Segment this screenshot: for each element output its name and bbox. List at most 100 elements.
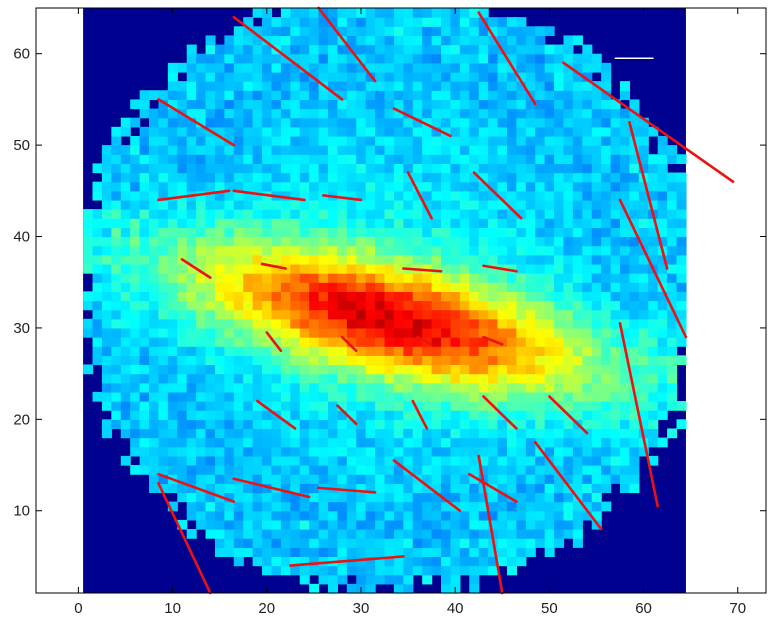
heatmap-cell — [431, 291, 442, 302]
heatmap-cell — [130, 364, 141, 375]
heatmap-cell — [629, 117, 640, 128]
heatmap-cell — [243, 355, 254, 366]
heatmap-cell — [101, 318, 112, 329]
heatmap-cell — [384, 437, 395, 448]
heatmap-cell — [516, 501, 527, 512]
heatmap-cell — [601, 446, 612, 457]
heatmap-cell — [441, 117, 452, 128]
heatmap-cell — [525, 245, 536, 256]
heatmap-cell — [356, 154, 367, 164]
heatmap-cell — [648, 355, 659, 366]
heatmap-cell — [384, 236, 395, 247]
heatmap-cell — [422, 135, 433, 146]
heatmap-cell — [290, 364, 301, 375]
heatmap-cell — [158, 382, 169, 393]
heatmap-cell — [525, 218, 536, 228]
heatmap-cell — [582, 510, 593, 521]
heatmap-cell — [544, 327, 555, 338]
heatmap-cell — [318, 401, 329, 411]
heatmap-cell — [629, 190, 640, 201]
heatmap-cell — [393, 318, 404, 329]
heatmap-cell — [610, 263, 621, 274]
heatmap-cell — [516, 492, 527, 503]
heatmap-cell — [318, 44, 329, 55]
heatmap-cell — [158, 145, 169, 155]
heatmap-cell — [167, 382, 178, 393]
heatmap-cell — [535, 227, 546, 238]
heatmap-cell — [544, 181, 555, 192]
heatmap-cell — [337, 17, 348, 27]
heatmap-cell — [638, 355, 649, 366]
heatmap-cell — [290, 273, 301, 283]
heatmap-cell — [243, 410, 254, 420]
heatmap-cell — [299, 181, 310, 192]
heatmap-cell — [356, 108, 367, 119]
heatmap-cell — [441, 391, 452, 402]
heatmap-cell — [252, 556, 263, 567]
heatmap-cell — [384, 273, 395, 283]
heatmap-cell — [252, 382, 263, 393]
heatmap-cell — [525, 300, 536, 311]
heatmap-cell — [591, 99, 602, 110]
heatmap-cell — [309, 44, 320, 55]
heatmap-cell — [346, 81, 357, 91]
heatmap-cell — [525, 346, 536, 356]
heatmap-cell — [591, 190, 602, 201]
heatmap-cell — [629, 218, 640, 228]
heatmap-cell — [497, 145, 508, 155]
heatmap-cell — [441, 154, 452, 164]
heatmap-cell — [205, 145, 216, 155]
heatmap-cell — [196, 483, 207, 494]
heatmap-cell — [356, 172, 367, 183]
heatmap-cell — [233, 428, 244, 439]
heatmap-cell — [271, 99, 282, 110]
heatmap-cell — [554, 364, 565, 375]
heatmap-cell — [441, 455, 452, 466]
heatmap-cell — [356, 501, 367, 512]
heatmap-cell — [667, 391, 678, 402]
heatmap-cell — [422, 419, 433, 430]
heatmap-cell — [572, 437, 583, 448]
heatmap-cell — [328, 62, 339, 73]
heatmap-cell — [177, 273, 188, 283]
heatmap-cell — [591, 126, 602, 137]
heatmap-cell — [412, 209, 423, 219]
heatmap-cell — [243, 437, 254, 448]
heatmap-cell — [149, 391, 160, 402]
heatmap-cell — [328, 373, 339, 384]
heatmap-cell — [535, 154, 546, 164]
heatmap-cell — [186, 126, 197, 137]
heatmap-cell — [648, 401, 659, 411]
heatmap-cell — [111, 282, 122, 292]
heatmap-cell — [497, 391, 508, 402]
heatmap-cell — [149, 446, 160, 457]
heatmap-cell — [365, 455, 376, 466]
heatmap-cell — [412, 465, 423, 475]
heatmap-cell — [554, 373, 565, 384]
heatmap-cell — [365, 583, 376, 594]
heatmap-cell — [83, 318, 94, 329]
heatmap-cell — [328, 117, 339, 128]
heatmap-cell — [262, 538, 273, 548]
heatmap-cell — [83, 291, 94, 302]
heatmap-cell — [243, 519, 254, 530]
heatmap-cell — [582, 401, 593, 411]
heatmap-cell — [459, 547, 470, 558]
heatmap-cell — [459, 236, 470, 247]
heatmap-cell — [544, 446, 555, 457]
heatmap-cell — [177, 172, 188, 183]
heatmap-cell — [290, 291, 301, 302]
heatmap-cell — [393, 437, 404, 448]
heatmap-cell — [459, 172, 470, 183]
heatmap-cell — [431, 190, 442, 201]
heatmap-cell — [506, 355, 517, 366]
heatmap-cell — [328, 17, 339, 27]
heatmap-cell — [563, 263, 574, 274]
heatmap-cell — [591, 309, 602, 320]
heatmap-cell — [356, 26, 367, 37]
heatmap-cell — [262, 382, 273, 393]
heatmap-cell — [676, 327, 687, 338]
heatmap-cell — [101, 282, 112, 292]
heatmap-cell — [469, 273, 480, 283]
heatmap-cell — [478, 8, 489, 18]
